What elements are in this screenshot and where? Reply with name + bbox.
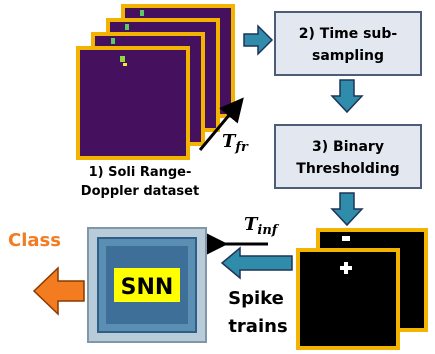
snn-chip: SNN xyxy=(88,228,206,342)
binary-frames xyxy=(298,230,426,348)
node-label: Thresholding xyxy=(296,161,399,177)
subscript: fr xyxy=(234,140,249,155)
diagram: 1) Soli Range- Doppler dataset Tfr 2) Ti… xyxy=(0,0,435,354)
node-label: Class xyxy=(8,230,61,251)
subscript: inf xyxy=(257,223,279,238)
node-label: SNN xyxy=(121,275,174,300)
range-doppler-frames xyxy=(78,6,233,158)
node-label: 1) Soli Range- xyxy=(89,165,192,180)
t-inf: Tinf xyxy=(244,214,280,238)
t-fr: Tfr xyxy=(222,131,249,155)
node-label: 3) Binary xyxy=(312,139,384,155)
flow-arrow xyxy=(222,248,292,278)
node-label: 2) Time sub- xyxy=(299,26,398,42)
node-label: Doppler dataset xyxy=(81,184,199,199)
flow-arrow xyxy=(244,26,272,54)
node-label: Spike xyxy=(228,288,284,309)
node-label: trains xyxy=(228,316,287,337)
flow-arrow xyxy=(332,80,362,112)
process-box xyxy=(275,125,421,188)
flow-arrow xyxy=(332,193,362,225)
process-box xyxy=(275,12,421,75)
node-label: sampling xyxy=(312,48,384,64)
output-arrow xyxy=(34,268,84,314)
